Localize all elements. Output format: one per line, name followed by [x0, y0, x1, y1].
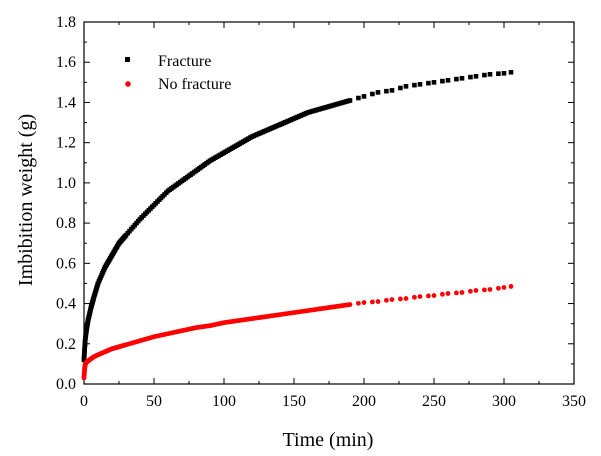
data-point: [398, 296, 403, 302]
y-axis-ticks: 0.0 0.2 0.4 0.6 0.8 1.0 1.2 1.4 1.6 1.8: [56, 14, 574, 393]
data-point: [361, 94, 367, 99]
x-tick-label: 50: [146, 393, 162, 410]
data-point: [431, 80, 437, 85]
data-point: [417, 82, 423, 87]
data-point: [389, 297, 395, 302]
y-tick-label: 1.6: [56, 54, 76, 71]
data-point: [473, 74, 479, 79]
x-tick-label: 0: [80, 393, 88, 410]
x-axis-title: Time (min): [283, 429, 374, 451]
data-point: [370, 91, 375, 97]
data-point: [459, 76, 465, 81]
y-tick-label: 0.0: [56, 376, 76, 393]
data-point: [426, 80, 431, 86]
y-tick-label: 0.2: [56, 336, 76, 353]
x-tick-label: 250: [422, 393, 446, 410]
data-point: [356, 300, 361, 306]
y-tick-label: 0.6: [56, 255, 76, 272]
data-point: [482, 287, 487, 293]
data-point: [508, 284, 514, 289]
data-point: [487, 71, 493, 77]
data-point: [501, 70, 507, 76]
data-point: [459, 290, 465, 295]
data-point: [440, 291, 445, 297]
legend-label-fracture: Fracture: [158, 53, 211, 70]
data-point: [361, 300, 367, 305]
data-point: [496, 285, 501, 291]
data-point: [412, 294, 417, 300]
data-point: [496, 71, 501, 76]
x-axis-ticks: 0 50 100 150 200 250 300 350: [80, 22, 586, 410]
data-point: [473, 288, 479, 293]
data-point: [398, 85, 403, 91]
legend-marker-fracture: [125, 57, 130, 62]
series-fracture: [81, 69, 514, 363]
x-tick-label: 300: [492, 393, 516, 410]
data-point: [417, 294, 423, 299]
data-point: [389, 88, 395, 93]
data-point: [487, 287, 493, 292]
series-no-fracture: [81, 284, 514, 381]
legend-label-no-fracture: No fracture: [158, 76, 231, 93]
legend-marker-no-fracture: [125, 81, 131, 87]
data-point: [454, 290, 459, 296]
data-point: [375, 299, 381, 304]
y-tick-label: 0.4: [56, 296, 76, 313]
x-tick-label: 150: [282, 393, 306, 410]
y-tick-label: 1.4: [56, 94, 76, 111]
y-axis-title: Imbibition weight (g): [15, 114, 37, 286]
data-point: [440, 78, 445, 84]
data-point: [482, 72, 487, 78]
data-point: [347, 302, 353, 307]
data-point: [468, 74, 473, 80]
data-point: [431, 293, 437, 298]
data-point: [384, 88, 389, 94]
data-point: [445, 78, 451, 83]
data-point: [412, 82, 417, 88]
y-tick-label: 0.8: [56, 215, 76, 232]
data-point: [445, 291, 451, 296]
data-point: [375, 90, 381, 95]
data-point: [403, 296, 409, 301]
data-point: [356, 95, 361, 101]
data-point: [403, 84, 409, 89]
y-tick-label: 1.8: [56, 14, 76, 31]
data-point: [508, 69, 514, 75]
y-tick-label: 1.0: [56, 175, 76, 192]
data-point: [370, 299, 375, 305]
series-layer: [81, 69, 514, 381]
x-tick-label: 100: [212, 393, 236, 410]
data-point: [384, 297, 389, 303]
data-point: [501, 285, 507, 290]
x-tick-label: 350: [562, 393, 586, 410]
data-point: [468, 288, 473, 294]
data-point: [454, 76, 459, 82]
data-point: [347, 98, 353, 103]
x-tick-label: 200: [352, 393, 376, 410]
legend: Fracture No fracture: [125, 53, 231, 93]
data-point: [426, 293, 431, 299]
y-tick-label: 1.2: [56, 135, 76, 152]
